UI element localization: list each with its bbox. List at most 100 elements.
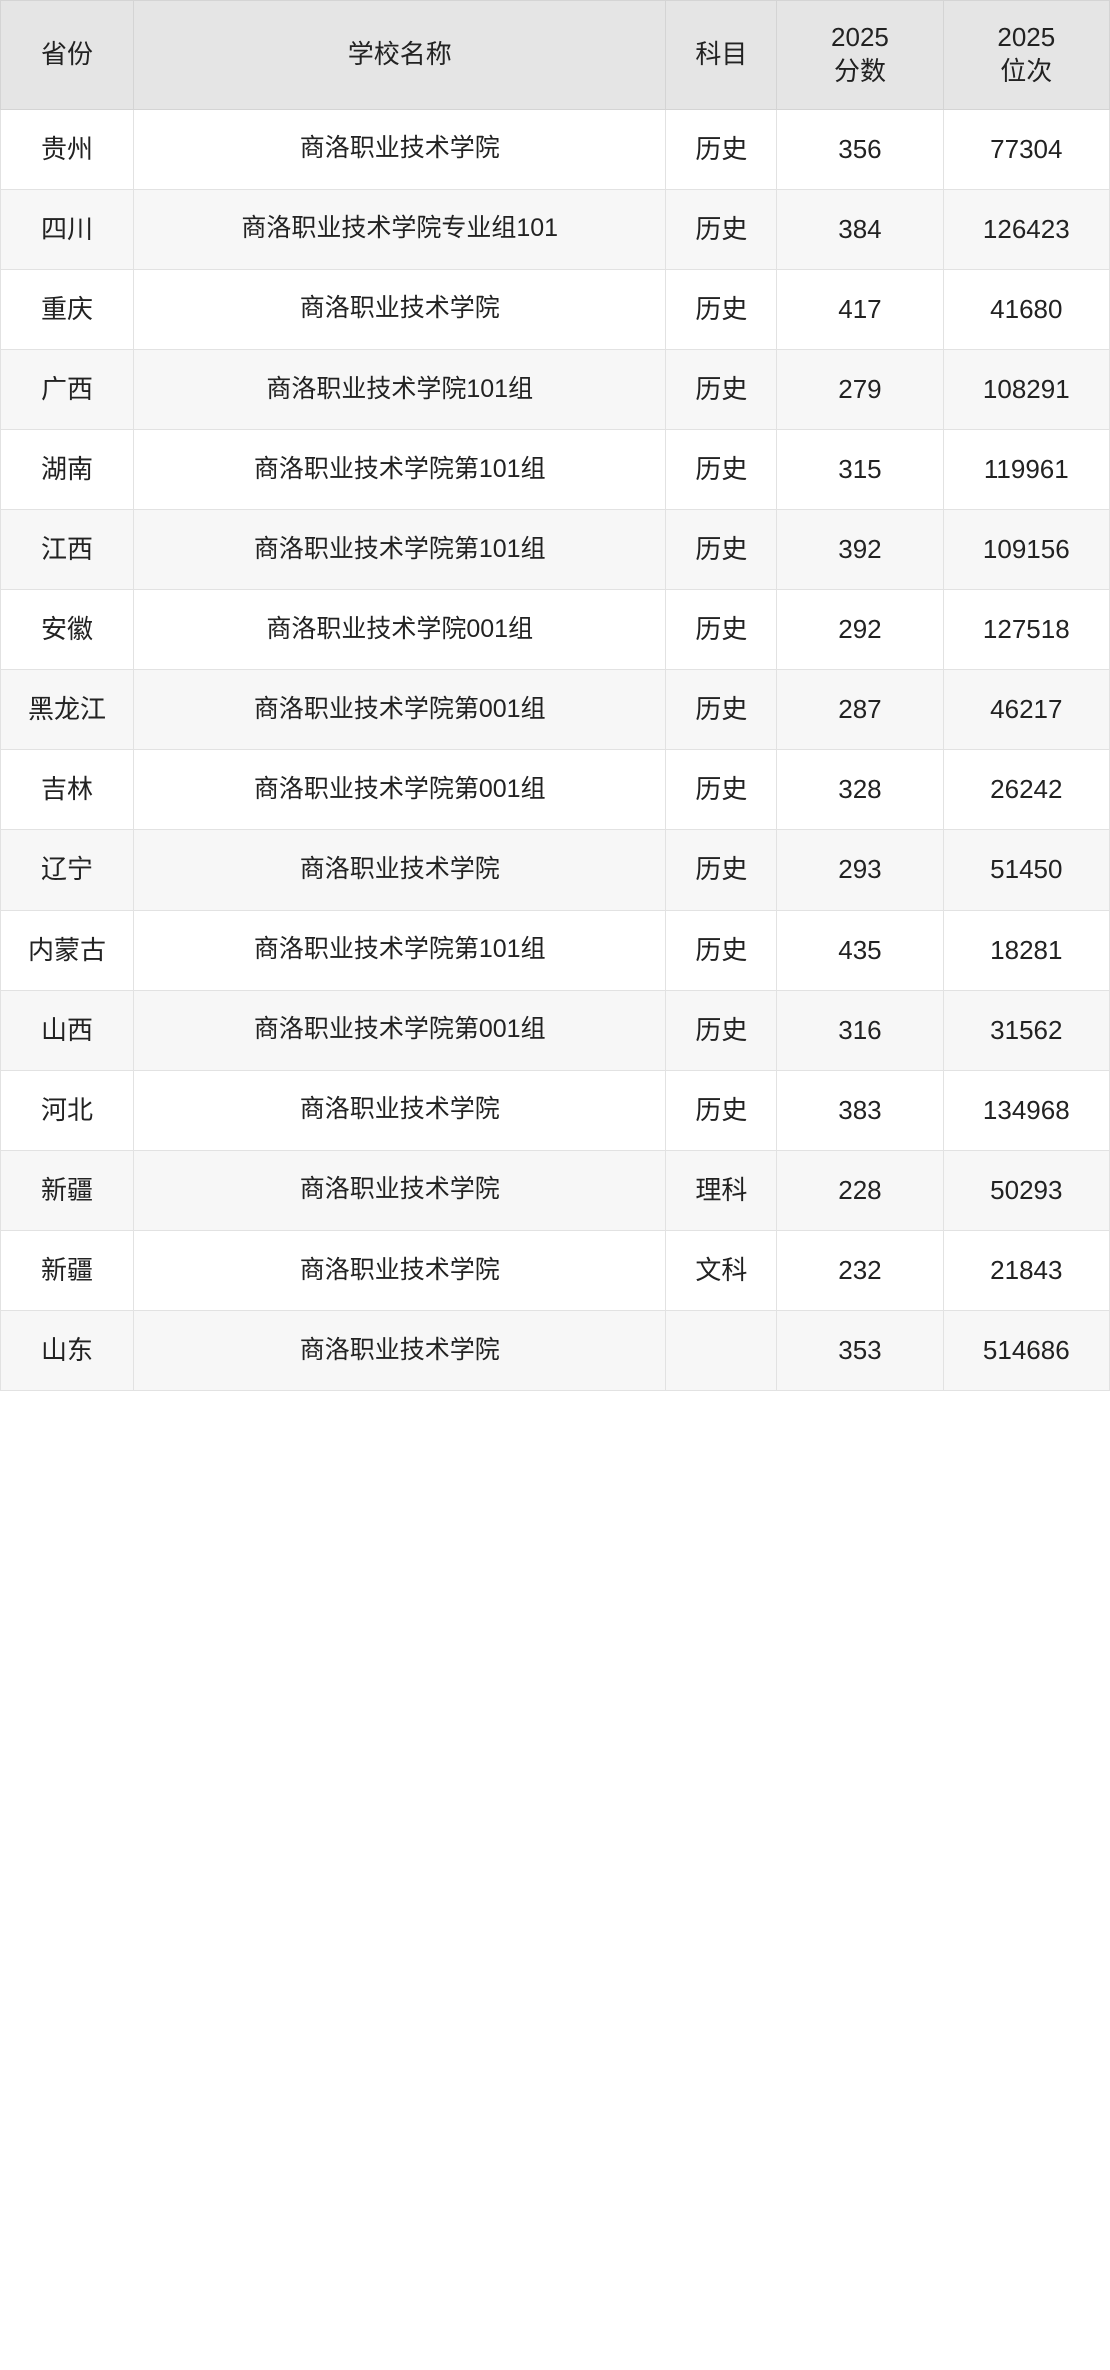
table-row[interactable]: 重庆 商洛职业技术学院 历史 417 41680 [1, 269, 1110, 349]
cell-subject[interactable]: 历史 [666, 990, 777, 1070]
cell-rank-2025[interactable]: 109156 [943, 510, 1109, 590]
cell-province[interactable]: 江西 [1, 510, 134, 590]
cell-province[interactable]: 贵州 [1, 109, 134, 189]
cell-subject[interactable]: 历史 [666, 109, 777, 189]
table-row[interactable]: 新疆 商洛职业技术学院 理科 228 50293 [1, 1150, 1110, 1230]
table-row[interactable]: 四川 商洛职业技术学院专业组101 历史 384 126423 [1, 189, 1110, 269]
header-rank[interactable]: 2025 位次 [943, 1, 1109, 110]
cell-school-name[interactable]: 商洛职业技术学院 [134, 1070, 666, 1150]
cell-rank-2025[interactable]: 134968 [943, 1070, 1109, 1150]
cell-subject[interactable]: 理科 [666, 1150, 777, 1230]
cell-rank-2025[interactable]: 18281 [943, 910, 1109, 990]
header-subject[interactable]: 科目 [666, 1, 777, 110]
cell-rank-2025[interactable]: 514686 [943, 1311, 1109, 1391]
cell-score-2025[interactable]: 293 [777, 830, 943, 910]
cell-province[interactable]: 内蒙古 [1, 910, 134, 990]
cell-rank-2025[interactable]: 108291 [943, 349, 1109, 429]
cell-school-name[interactable]: 商洛职业技术学院 [134, 269, 666, 349]
cell-subject[interactable] [666, 1311, 777, 1391]
cell-school-name[interactable]: 商洛职业技术学院 [134, 1150, 666, 1230]
cell-subject[interactable]: 历史 [666, 189, 777, 269]
header-score[interactable]: 2025 分数 [777, 1, 943, 110]
cell-school-name[interactable]: 商洛职业技术学院第101组 [134, 510, 666, 590]
cell-province[interactable]: 河北 [1, 1070, 134, 1150]
cell-province[interactable]: 新疆 [1, 1230, 134, 1310]
cell-province[interactable]: 广西 [1, 349, 134, 429]
cell-subject[interactable]: 历史 [666, 590, 777, 670]
cell-score-2025[interactable]: 328 [777, 750, 943, 830]
cell-rank-2025[interactable]: 41680 [943, 269, 1109, 349]
cell-rank-2025[interactable]: 46217 [943, 670, 1109, 750]
cell-score-2025[interactable]: 392 [777, 510, 943, 590]
cell-subject[interactable]: 历史 [666, 429, 777, 509]
table-row[interactable]: 山东 商洛职业技术学院 353 514686 [1, 1311, 1110, 1391]
cell-score-2025[interactable]: 316 [777, 990, 943, 1070]
cell-province[interactable]: 湖南 [1, 429, 134, 509]
cell-province[interactable]: 四川 [1, 189, 134, 269]
cell-score-2025[interactable]: 315 [777, 429, 943, 509]
cell-rank-2025[interactable]: 51450 [943, 830, 1109, 910]
cell-rank-2025[interactable]: 127518 [943, 590, 1109, 670]
cell-subject[interactable]: 历史 [666, 269, 777, 349]
cell-rank-2025[interactable]: 119961 [943, 429, 1109, 509]
cell-subject[interactable]: 历史 [666, 349, 777, 429]
cell-province[interactable]: 重庆 [1, 269, 134, 349]
cell-score-2025[interactable]: 356 [777, 109, 943, 189]
cell-school-name[interactable]: 商洛职业技术学院第001组 [134, 750, 666, 830]
cell-school-name[interactable]: 商洛职业技术学院第101组 [134, 429, 666, 509]
cell-rank-2025[interactable]: 26242 [943, 750, 1109, 830]
cell-school-name[interactable]: 商洛职业技术学院 [134, 830, 666, 910]
cell-province[interactable]: 新疆 [1, 1150, 134, 1230]
cell-subject[interactable]: 历史 [666, 750, 777, 830]
cell-school-name[interactable]: 商洛职业技术学院101组 [134, 349, 666, 429]
table-row[interactable]: 安徽 商洛职业技术学院001组 历史 292 127518 [1, 590, 1110, 670]
table-row[interactable]: 江西 商洛职业技术学院第101组 历史 392 109156 [1, 510, 1110, 590]
table-row[interactable]: 湖南 商洛职业技术学院第101组 历史 315 119961 [1, 429, 1110, 509]
cell-score-2025[interactable]: 228 [777, 1150, 943, 1230]
cell-score-2025[interactable]: 232 [777, 1230, 943, 1310]
table-row[interactable]: 河北 商洛职业技术学院 历史 383 134968 [1, 1070, 1110, 1150]
cell-school-name[interactable]: 商洛职业技术学院专业组101 [134, 189, 666, 269]
cell-school-name[interactable]: 商洛职业技术学院第001组 [134, 990, 666, 1070]
cell-province[interactable]: 辽宁 [1, 830, 134, 910]
cell-rank-2025[interactable]: 50293 [943, 1150, 1109, 1230]
cell-subject[interactable]: 历史 [666, 1070, 777, 1150]
cell-school-name[interactable]: 商洛职业技术学院001组 [134, 590, 666, 670]
cell-province[interactable]: 安徽 [1, 590, 134, 670]
cell-score-2025[interactable]: 292 [777, 590, 943, 670]
header-school[interactable]: 学校名称 [134, 1, 666, 110]
table-row[interactable]: 贵州 商洛职业技术学院 历史 356 77304 [1, 109, 1110, 189]
cell-province[interactable]: 山西 [1, 990, 134, 1070]
cell-subject[interactable]: 历史 [666, 670, 777, 750]
cell-score-2025[interactable]: 383 [777, 1070, 943, 1150]
cell-subject[interactable]: 历史 [666, 830, 777, 910]
cell-school-name[interactable]: 商洛职业技术学院第101组 [134, 910, 666, 990]
cell-school-name[interactable]: 商洛职业技术学院第001组 [134, 670, 666, 750]
cell-score-2025[interactable]: 353 [777, 1311, 943, 1391]
cell-score-2025[interactable]: 384 [777, 189, 943, 269]
header-province[interactable]: 省份 [1, 1, 134, 110]
cell-subject[interactable]: 历史 [666, 910, 777, 990]
cell-school-name[interactable]: 商洛职业技术学院 [134, 1311, 666, 1391]
table-row[interactable]: 广西 商洛职业技术学院101组 历史 279 108291 [1, 349, 1110, 429]
table-row[interactable]: 山西 商洛职业技术学院第001组 历史 316 31562 [1, 990, 1110, 1070]
cell-rank-2025[interactable]: 31562 [943, 990, 1109, 1070]
cell-score-2025[interactable]: 287 [777, 670, 943, 750]
cell-score-2025[interactable]: 279 [777, 349, 943, 429]
table-row[interactable]: 内蒙古 商洛职业技术学院第101组 历史 435 18281 [1, 910, 1110, 990]
table-row[interactable]: 新疆 商洛职业技术学院 文科 232 21843 [1, 1230, 1110, 1310]
cell-province[interactable]: 山东 [1, 1311, 134, 1391]
cell-school-name[interactable]: 商洛职业技术学院 [134, 109, 666, 189]
table-row[interactable]: 黑龙江 商洛职业技术学院第001组 历史 287 46217 [1, 670, 1110, 750]
cell-province[interactable]: 吉林 [1, 750, 134, 830]
table-row[interactable]: 吉林 商洛职业技术学院第001组 历史 328 26242 [1, 750, 1110, 830]
cell-rank-2025[interactable]: 21843 [943, 1230, 1109, 1310]
cell-score-2025[interactable]: 435 [777, 910, 943, 990]
cell-school-name[interactable]: 商洛职业技术学院 [134, 1230, 666, 1310]
table-row[interactable]: 辽宁 商洛职业技术学院 历史 293 51450 [1, 830, 1110, 910]
cell-rank-2025[interactable]: 126423 [943, 189, 1109, 269]
cell-province[interactable]: 黑龙江 [1, 670, 134, 750]
cell-score-2025[interactable]: 417 [777, 269, 943, 349]
cell-subject[interactable]: 历史 [666, 510, 777, 590]
cell-rank-2025[interactable]: 77304 [943, 109, 1109, 189]
